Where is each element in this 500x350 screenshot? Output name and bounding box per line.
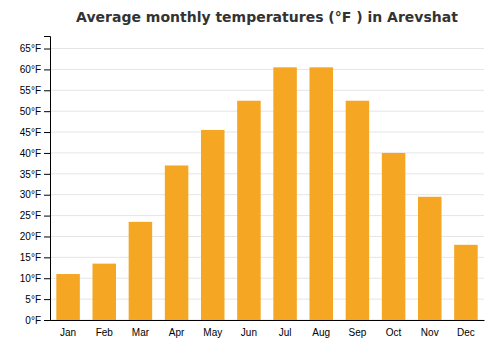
- axis-line: [44, 37, 51, 321]
- bar: [92, 264, 116, 320]
- tick-mark: [44, 299, 50, 300]
- tick-mark: [44, 216, 50, 217]
- tick-label: 55°F: [20, 85, 41, 96]
- y-axis: 0°F 5°F 10°F 15°F 20°F 25°F 30°F 35°F 40°F 45°F 50…: [20, 37, 51, 326]
- tick-label: 0°F: [25, 315, 41, 326]
- tick: Oct: [386, 327, 402, 338]
- tick-label: 15°F: [20, 252, 41, 263]
- tick: 20°F: [20, 231, 50, 242]
- bar: [237, 101, 261, 320]
- tick-mark: [44, 132, 50, 133]
- grid-line: [50, 194, 484, 195]
- tick: Apr: [169, 327, 185, 338]
- tick-label: 25°F: [20, 210, 41, 221]
- bar: [165, 165, 189, 320]
- tick: 55°F: [20, 85, 50, 96]
- tick: 45°F: [20, 127, 50, 138]
- tick-mark: [44, 69, 50, 70]
- tick-label: Feb: [96, 327, 114, 338]
- tick: Dec: [457, 327, 475, 338]
- tick: 10°F: [20, 273, 50, 284]
- plot: 0°F 5°F 10°F 15°F 20°F 25°F 30°F 35°F 40°F 45°F 50…: [20, 37, 485, 339]
- tick: May: [203, 327, 222, 338]
- bar: [454, 245, 478, 320]
- bar: [129, 222, 153, 320]
- tick-label: 50°F: [20, 106, 41, 117]
- bar: [309, 67, 333, 320]
- tick-label: 10°F: [20, 273, 41, 284]
- tick-mark: [44, 195, 50, 196]
- grid-line: [50, 69, 484, 70]
- tick: Nov: [421, 327, 439, 338]
- tick-mark: [44, 236, 50, 237]
- tick-mark: [44, 278, 50, 279]
- grid-line: [50, 111, 484, 112]
- tick-label: Jun: [241, 327, 257, 338]
- tick-mark: [44, 174, 50, 175]
- tick-label: 45°F: [20, 127, 41, 138]
- bar: [418, 197, 442, 320]
- tick-label: Oct: [386, 327, 402, 338]
- grid-line: [50, 132, 484, 133]
- tick-label: Sep: [349, 327, 367, 338]
- tick-mark: [44, 257, 50, 258]
- tick-label: Nov: [421, 327, 439, 338]
- tick: Jun: [241, 327, 257, 338]
- tick: 30°F: [20, 189, 50, 200]
- bar: [56, 274, 80, 320]
- tick: 5°F: [25, 294, 50, 305]
- tick: 35°F: [20, 169, 50, 180]
- axis-line: [51, 320, 485, 321]
- tick-label: 60°F: [20, 64, 41, 75]
- tick: Sep: [349, 327, 367, 338]
- tick: Feb: [96, 327, 114, 338]
- grid-line: [50, 152, 484, 153]
- tick-label: 65°F: [20, 43, 41, 54]
- tick: 0°F: [25, 315, 50, 326]
- x-axis: Jan Feb Mar Apr May Jun Jul Aug Sep Oct Nov Dec: [51, 321, 485, 339]
- bar: [201, 130, 225, 320]
- tick: 65°F: [20, 43, 50, 54]
- tick-label: Mar: [132, 327, 150, 338]
- tick: Jan: [60, 327, 76, 338]
- tick-mark: [44, 111, 50, 112]
- grid-line: [50, 173, 484, 174]
- tick-label: Jan: [60, 327, 76, 338]
- chart: 0°F 5°F 10°F 15°F 20°F 25°F 30°F 35°F 40°F 45°F 50…: [0, 0, 500, 350]
- tick: 15°F: [20, 252, 50, 263]
- title: Average monthly temperatures (°F ) in Ar…: [76, 9, 458, 25]
- tick-label: 40°F: [20, 148, 41, 159]
- tick-label: May: [203, 327, 222, 338]
- bar: [382, 153, 406, 320]
- tick-label: 35°F: [20, 169, 41, 180]
- grid-line: [50, 90, 484, 91]
- tick-label: Dec: [457, 327, 475, 338]
- tick: Aug: [312, 327, 330, 338]
- tick: 25°F: [20, 210, 50, 221]
- grid-line: [50, 48, 484, 49]
- tick-mark: [44, 49, 50, 50]
- tick: 60°F: [20, 64, 50, 75]
- tick-mark: [44, 320, 50, 321]
- tick-label: 5°F: [25, 294, 41, 305]
- tick: 40°F: [20, 148, 50, 159]
- grid: [50, 49, 484, 320]
- bar: [346, 101, 370, 320]
- tick-label: Jul: [279, 327, 292, 338]
- tick-label: Apr: [169, 327, 185, 338]
- tick: Jul: [279, 327, 292, 338]
- tick: Mar: [132, 327, 150, 338]
- tick: 50°F: [20, 106, 50, 117]
- tick-label: Aug: [312, 327, 330, 338]
- tick-label: 20°F: [20, 231, 41, 242]
- tick-label: 30°F: [20, 189, 41, 200]
- bar: [273, 67, 297, 320]
- tick-mark: [44, 153, 50, 154]
- tick-mark: [44, 90, 50, 91]
- bars: [56, 67, 477, 320]
